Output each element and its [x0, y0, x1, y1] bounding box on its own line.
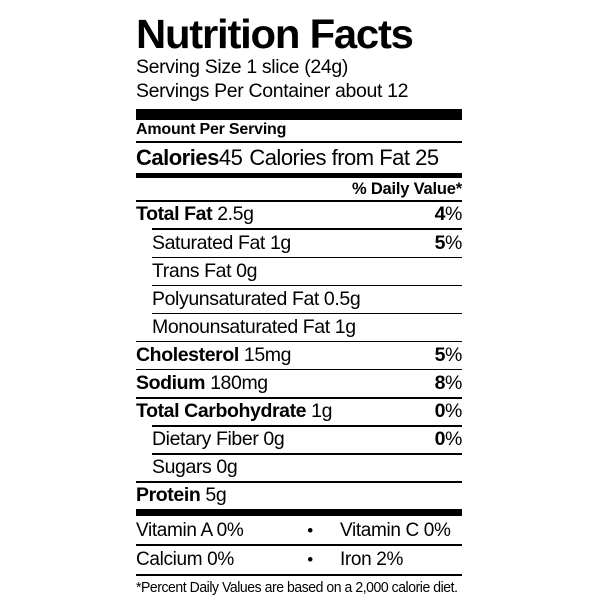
nutrient-amount: 1g — [269, 231, 291, 254]
nutrient-amount: 1g — [334, 315, 356, 338]
nutrient-amount: 0.5g — [323, 287, 361, 310]
percent-sign: % — [445, 203, 462, 226]
nutrient-row: Total Carbohydrate 1g 0% — [136, 399, 462, 426]
nutrition-facts-label: Nutrition Facts Serving Size 1 slice (24… — [136, 13, 462, 596]
vitamin-left-value: Vitamin A 0% — [136, 519, 244, 541]
divider-row-0 — [136, 200, 462, 202]
daily-value-number: 4 — [434, 203, 446, 226]
nutrient-row: Dietary Fiber 0g 0% — [136, 427, 462, 454]
nutrient-row: Protein 5g — [136, 483, 462, 510]
vitamin-left-value: Calcium 0% — [136, 549, 234, 571]
nutrient-amount: 0g — [236, 259, 258, 282]
percent-sign: % — [445, 428, 462, 451]
nutrient-amount: 5g — [205, 484, 227, 507]
daily-value-number: 5 — [434, 343, 446, 366]
vitamin-right-value: Vitamin C 0% — [340, 519, 451, 541]
divider-row-6 — [136, 368, 462, 371]
nutrient-name: Trans Fat — [152, 259, 232, 282]
vitamin-rows-container: Vitamin A 0% • Vitamin C 0% Calcium 0% • Iron… — [136, 516, 462, 574]
vitamin-row: Vitamin A 0% • Vitamin C 0% — [136, 516, 462, 544]
divider-above-calories — [136, 140, 462, 143]
nutrient-daily-value: 8% — [434, 371, 463, 394]
nutrient-name: Sugars — [152, 456, 212, 479]
calories-from-fat-text: Calories from Fat 25 — [249, 144, 439, 170]
nutrient-amount: 1g — [311, 400, 333, 423]
nutrient-amount: 15mg — [243, 343, 292, 366]
nutrient-daily-value: 5% — [434, 343, 463, 366]
divider-row-1 — [152, 228, 462, 231]
divider-row-2 — [152, 256, 462, 259]
percent-sign: % — [445, 343, 462, 366]
divider-thick-before-vitamins — [136, 509, 462, 517]
divider-row-5 — [136, 340, 462, 343]
daily-value-number: 5 — [434, 231, 446, 254]
percent-sign: % — [445, 231, 462, 254]
daily-value-header: % Daily Value* — [351, 179, 462, 198]
nutrient-name: Dietary Fiber — [152, 428, 259, 451]
divider-vitamin-1 — [136, 544, 462, 546]
divider-row-9 — [152, 453, 462, 455]
nutrient-name: Polyunsaturated Fat — [152, 287, 319, 310]
nutrient-amount: 0g — [216, 456, 238, 479]
divider-row-3 — [152, 284, 462, 287]
nutrient-name: Sodium — [136, 371, 206, 394]
divider-row-7 — [136, 396, 462, 399]
divider-below-calories — [136, 172, 462, 178]
nutrient-daily-value: 0% — [434, 428, 463, 451]
nutrient-name: Protein — [136, 484, 201, 507]
calories-label: Calories — [136, 144, 219, 170]
nutrient-name: Cholesterol — [136, 343, 239, 366]
serving-size-text: Serving Size 1 slice (24g) — [136, 56, 348, 79]
daily-value-number: 0 — [434, 400, 446, 423]
nutrient-amount: 2.5g — [217, 203, 254, 226]
nutrient-row: Sugars 0g — [136, 455, 462, 482]
nutrient-row: Trans Fat 0g — [136, 258, 462, 285]
nutrient-row: Saturated Fat 1g 5% — [136, 230, 462, 257]
nutrient-rows-container: Total Fat 2.5g 4% Saturated Fat 1g 5% Trans Fa… — [136, 200, 462, 509]
percent-sign: % — [445, 400, 462, 423]
percent-sign: % — [445, 371, 462, 394]
nutrient-name: Monounsaturated Fat — [152, 315, 330, 338]
nutrient-row: Sodium 180mg 8% — [136, 370, 462, 397]
nutrient-name: Total Fat — [136, 203, 213, 226]
nutrient-daily-value: 0% — [434, 400, 463, 423]
divider-row-8 — [152, 425, 462, 427]
nutrient-row: Monounsaturated Fat 1g — [136, 314, 462, 341]
divider-above-footnote — [136, 573, 462, 576]
vitamin-row: Calcium 0% • Iron 2% — [136, 546, 462, 574]
nutrient-amount: 180mg — [210, 371, 268, 394]
vitamin-right-value: Iron 2% — [340, 549, 404, 571]
nutrient-amount: 0g — [263, 428, 285, 451]
divider-row-10 — [136, 481, 462, 483]
bullet-separator-icon: • — [307, 550, 313, 570]
calories-value: 45 — [218, 144, 243, 170]
nutrient-row: Total Fat 2.5g 4% — [136, 202, 462, 229]
nutrient-name: Saturated Fat — [152, 231, 265, 254]
bullet-separator-icon: • — [307, 520, 313, 540]
nutrient-daily-value: 5% — [434, 231, 463, 254]
page-title: Nutrition Facts — [136, 11, 414, 57]
daily-value-number: 8 — [434, 371, 446, 394]
servings-per-container-text: Servings Per Container about 12 — [136, 79, 409, 102]
amount-per-serving-label: Amount Per Serving — [136, 121, 287, 139]
nutrient-row: Polyunsaturated Fat 0.5g — [136, 286, 462, 313]
divider-row-4 — [152, 312, 462, 315]
calories-row: Calories45 Calories from Fat 25 — [136, 143, 462, 173]
nutrient-name: Total Carbohydrate — [136, 400, 307, 423]
divider-thick-top — [136, 108, 462, 120]
footnote-text: *Percent Daily Values are based on a 2,0… — [136, 579, 458, 596]
nutrient-daily-value: 4% — [434, 203, 463, 226]
daily-value-number: 0 — [434, 428, 446, 451]
nutrient-row: Cholesterol 15mg 5% — [136, 342, 462, 369]
